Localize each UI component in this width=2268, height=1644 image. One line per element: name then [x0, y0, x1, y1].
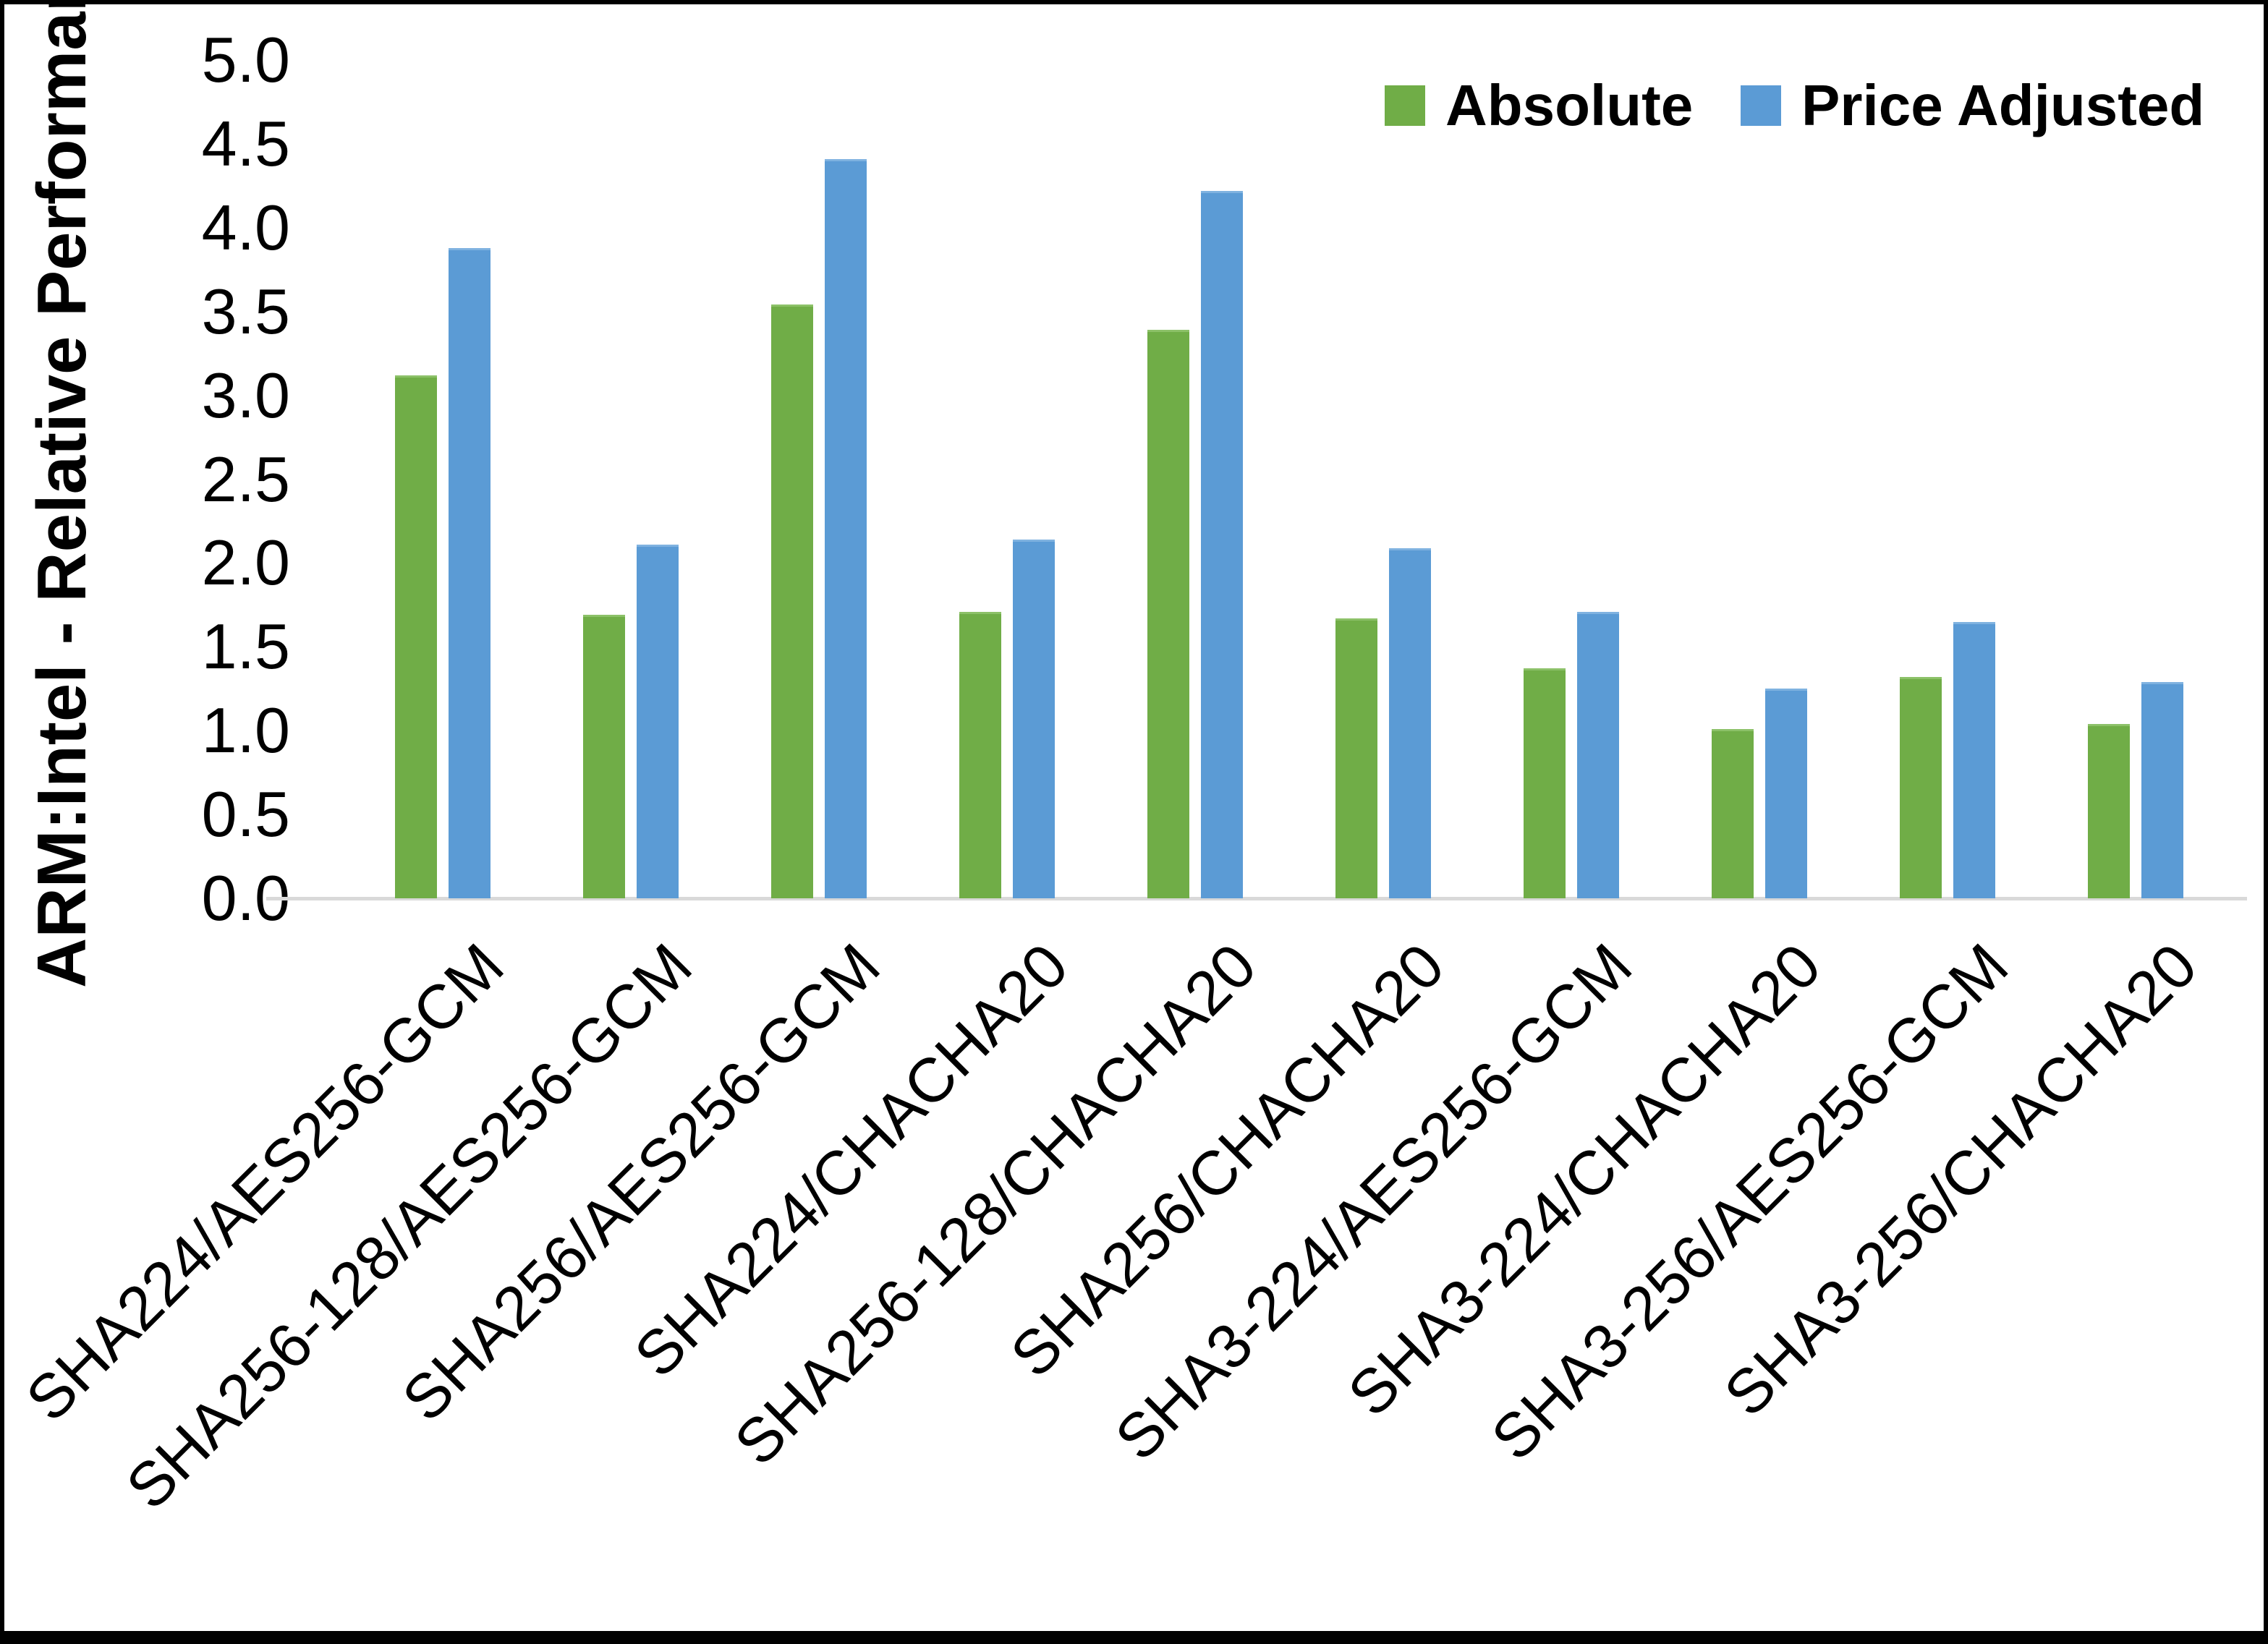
y-tick-label: 2.0: [201, 527, 290, 599]
y-tick-label: 3.5: [201, 275, 290, 347]
bar-absolute: [2088, 724, 2130, 898]
bar-absolute: [1335, 618, 1377, 898]
bar-price-adjusted: [2141, 682, 2183, 898]
bar-absolute: [583, 615, 625, 898]
y-tick-label: 0.0: [201, 862, 290, 934]
bar-absolute: [959, 612, 1001, 898]
y-axis-title: ARM:Intel - Relative Performance: [23, 0, 101, 988]
y-tick-label: 3.0: [201, 359, 290, 431]
legend-item-price-adjusted: Price Adjusted: [1741, 73, 2204, 138]
legend-label-price-adjusted: Price Adjusted: [1801, 73, 2205, 137]
y-tick-label: 5.0: [201, 24, 290, 95]
bar-price-adjusted: [825, 159, 867, 898]
bar-price-adjusted: [1013, 540, 1055, 898]
bar-price-adjusted: [637, 545, 679, 898]
bar-absolute: [395, 375, 437, 898]
bar-absolute: [1712, 729, 1754, 898]
bar-price-adjusted: [449, 248, 490, 898]
y-tick-label: 4.0: [201, 191, 290, 263]
bar-absolute: [771, 304, 813, 898]
legend-swatch-price-adjusted-icon: [1741, 85, 1781, 126]
bar-price-adjusted: [1577, 612, 1619, 898]
bar-price-adjusted: [1953, 622, 1995, 898]
bar-absolute: [1147, 330, 1189, 898]
legend-item-absolute: Absolute: [1385, 73, 1693, 138]
y-tick-label: 4.5: [201, 107, 290, 179]
y-tick-label: 2.5: [201, 443, 290, 515]
y-tick-label: 0.5: [201, 778, 290, 851]
y-tick-label: 1.0: [201, 694, 290, 767]
bar-price-adjusted: [1765, 689, 1807, 898]
bar-absolute: [1524, 668, 1566, 898]
bar-price-adjusted: [1201, 191, 1243, 898]
bar-absolute: [1900, 677, 1942, 898]
x-axis-line: [266, 897, 2247, 900]
legend-label-absolute: Absolute: [1445, 73, 1694, 137]
y-tick-label: 1.5: [201, 610, 290, 683]
legend-swatch-absolute-icon: [1385, 85, 1425, 126]
bar-price-adjusted: [1389, 548, 1431, 898]
